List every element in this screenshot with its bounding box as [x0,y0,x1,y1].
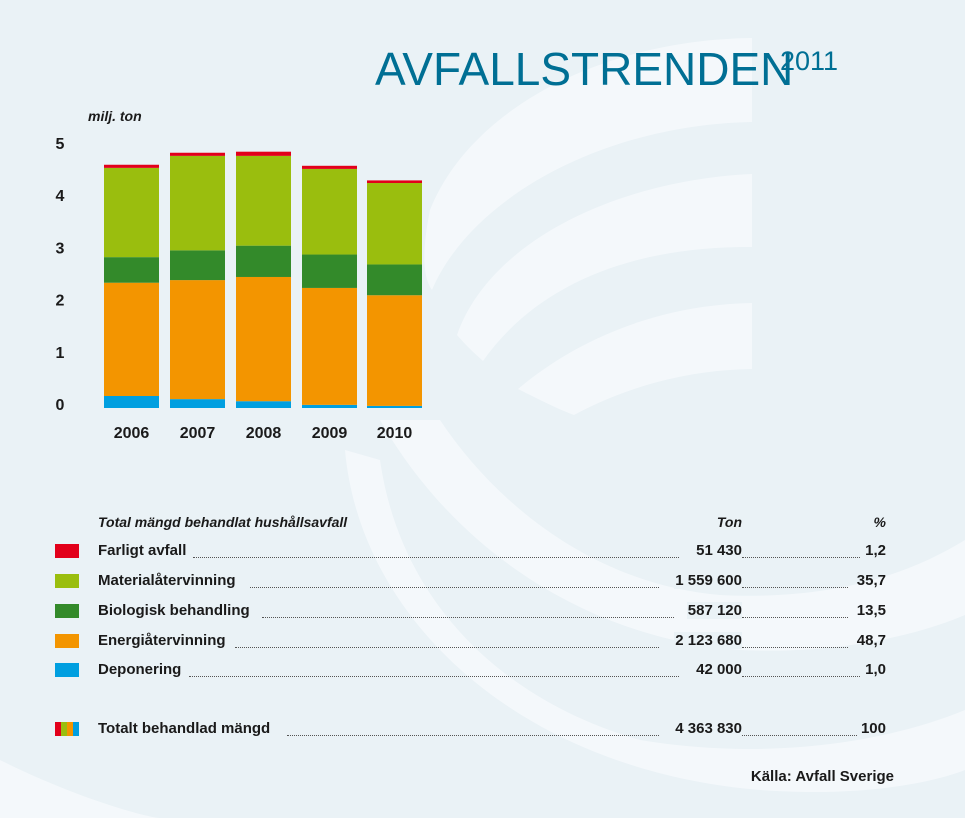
row-ton: 51 430 [695,542,742,559]
leader-dots [742,617,848,618]
row-percent: 1,2 [865,542,886,559]
page-title: AVFALLSTRENDEN [375,43,794,95]
table-row: Farligt avfall 51 430 1,2 [0,540,965,562]
legend-swatch [55,604,79,618]
row-label: Energiåtervinning [98,632,226,649]
bar-segment-2009-1 [302,287,357,405]
leader-dots [742,557,860,558]
legend-swatch [55,544,79,558]
table-row: Materialåtervinning 1 559 600 35,7 [0,570,965,592]
leader-dots [262,617,674,618]
leader-dots [742,647,848,648]
legend-swatch [55,574,79,588]
total-row: Totalt behandlad mängd 4 363 830 100 [0,718,965,740]
row-label: Farligt avfall [98,542,187,559]
y-tick-label: 4 [56,188,65,205]
row-ton: 2 123 680 [674,632,742,649]
legend-swatch [55,634,79,648]
y-tick-label: 1 [56,345,65,362]
table-row: Energiåtervinning 2 123 680 48,7 [0,630,965,652]
bar-segment-2008-0 [236,401,291,408]
x-tick-label: 2010 [377,425,413,442]
row-ton: 587 120 [686,602,742,619]
row-percent: 48,7 [856,632,886,649]
row-label: Biologisk behandling [98,602,250,619]
swatch-orange [67,722,73,736]
total-percent: 100 [860,720,886,737]
stacked-bar-chart: milj. ton 0 1 2 3 4 5 2006 2007 2008 2009 2010 [56,108,422,442]
bar-segment-2008-4 [236,151,291,156]
bar-segment-2010-3 [367,183,422,265]
total-ton: 4 363 830 [674,720,742,737]
x-tick-label: 2006 [114,425,150,442]
swatch-lime [61,722,67,736]
y-tick-label: 0 [56,397,65,414]
bar-segment-2007-3 [170,155,225,251]
bar-segment-2007-4 [170,152,225,156]
bar-segment-2010-2 [367,264,422,296]
bar-segment-2008-3 [236,155,291,246]
row-label: Materialåtervinning [98,572,236,589]
y-tick-label: 5 [56,136,65,153]
row-label: Deponering [98,661,182,678]
bar-segment-2006-4 [104,164,159,168]
bar-segment-2009-4 [302,165,357,169]
bar-segment-2006-3 [104,167,159,258]
row-percent: 35,7 [856,572,886,589]
bar-segment-2009-3 [302,168,357,255]
row-ton: 1 559 600 [674,572,742,589]
bar-segment-2009-2 [302,254,357,288]
bar-segment-2006-1 [104,282,159,396]
swatch-red [55,722,61,736]
leader-dots [250,587,659,588]
bar-segment-2007-0 [170,399,225,408]
total-color-swatch [55,722,79,736]
x-tick-label: 2008 [246,425,282,442]
bar-segment-2008-1 [236,276,291,402]
title-year: 2011 [780,46,839,76]
legend-swatch [55,663,79,677]
bar-segment-2010-1 [367,295,422,406]
leader-dots [742,587,848,588]
bar-segment-2008-2 [236,245,291,277]
leader-dots [742,735,857,736]
bar-segment-2010-4 [367,180,422,184]
row-ton: 42 000 [695,661,742,678]
bar-segment-2006-0 [104,395,159,408]
leader-dots [189,676,679,677]
bar-segment-2007-1 [170,280,225,400]
leader-dots [235,647,659,648]
bar-segment-2006-2 [104,257,159,283]
bar-segment-2010-0 [367,405,422,408]
bar-segment-2007-2 [170,250,225,281]
column-header-percent: % [873,514,886,530]
column-header-ton: Ton [716,514,742,530]
total-label: Totalt behandlad mängd [98,720,271,737]
source-note: Källa: Avfall Sverige [750,768,894,785]
leader-dots [742,676,860,677]
y-tick-label: 2 [56,293,65,310]
table-row: Biologisk behandling 587 120 13,5 [0,600,965,622]
leader-dots [193,557,679,558]
row-percent: 1,0 [865,661,886,678]
table-heading: Total mängd behandlat hushållsavfall [98,514,348,530]
row-percent: 13,5 [856,602,886,619]
x-tick-label: 2009 [312,425,348,442]
swatch-blue [73,722,79,736]
leader-dots [287,735,659,736]
y-tick-label: 3 [56,240,65,257]
y-axis-unit-label: milj. ton [88,108,142,124]
bar-segment-2009-0 [302,404,357,408]
x-tick-label: 2007 [180,425,216,442]
table-row: Deponering 42 000 1,0 [0,659,965,681]
